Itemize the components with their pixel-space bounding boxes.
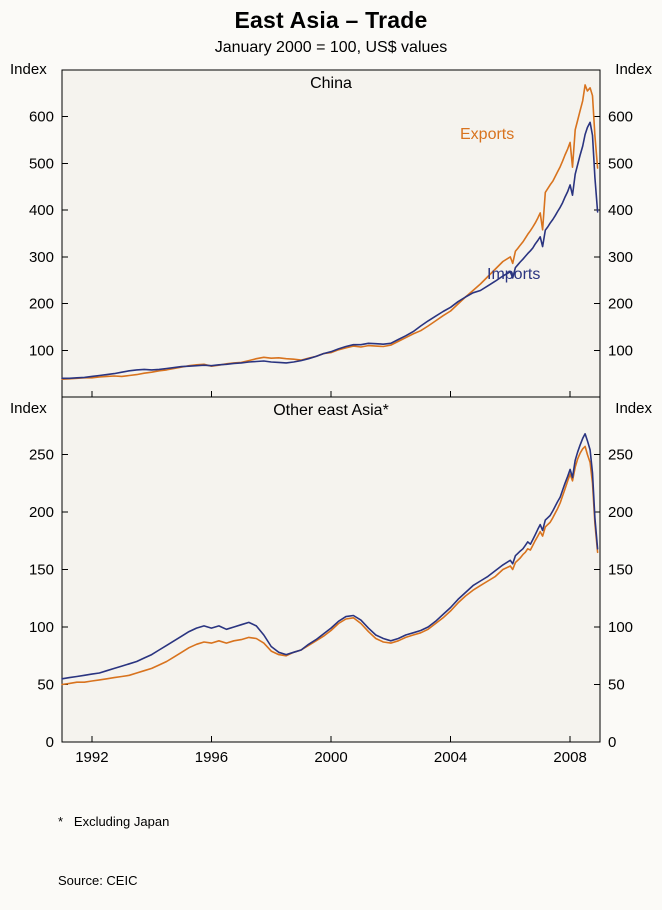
index-label-top-right: Index (615, 61, 652, 78)
y-tick-label: 400 (29, 202, 54, 219)
x-tick-label: 1996 (195, 749, 228, 766)
chart-panel-0 (61, 69, 601, 398)
y-tick-label: 150 (608, 562, 633, 579)
y-tick-label: 200 (29, 296, 54, 313)
y-tick-label: 50 (37, 677, 54, 694)
page-title: East Asia – Trade (234, 7, 428, 33)
y-tick-label: 500 (608, 155, 633, 172)
index-label-bottom-left: Index (10, 400, 47, 417)
panel1-imports-line (61, 432, 599, 680)
trade-chart: 100 100 200 200 300 300 400 400 500 500 600 600 0 0 50… (0, 59, 662, 771)
imports-label: Imports (487, 266, 541, 283)
y-tick-label: 300 (608, 249, 633, 266)
chart-canvas: 100 100 200 200 300 300 400 400 500 500 600 600 0 0 50… (29, 69, 633, 766)
y-tick-label: 0 (46, 734, 54, 751)
x-tick-label: 2000 (314, 749, 347, 766)
y-tick-label: 150 (29, 562, 54, 579)
y-tick-label: 300 (29, 249, 54, 266)
y-tick-label: 500 (29, 155, 54, 172)
y-tick-label: 250 (29, 447, 54, 464)
x-tick-label: 1992 (75, 749, 108, 766)
y-tick-label: 200 (608, 504, 633, 521)
y-tick-label: 100 (29, 619, 54, 636)
y-tick-label: 100 (608, 342, 633, 359)
y-tick-label: 600 (29, 109, 54, 126)
chart-panel-1 (61, 396, 601, 743)
y-tick-label: 100 (608, 619, 633, 636)
x-tick-label: 2004 (434, 749, 467, 766)
y-tick-label: 50 (608, 677, 625, 694)
footnote-source: Source: CEIC (58, 872, 138, 888)
page-subtitle: January 2000 = 100, US$ values (214, 39, 448, 56)
y-tick-label: 100 (29, 342, 54, 359)
panel-title-china: China (310, 75, 352, 92)
panel-title-other-east-asia: Other east Asia* (273, 402, 389, 419)
x-tick-label: 2008 (553, 749, 586, 766)
y-tick-label: 200 (29, 504, 54, 521)
y-tick-label: 600 (608, 109, 633, 126)
y-tick-label: 250 (608, 447, 633, 464)
chart-header: East Asia – Trade January 2000 = 100, US… (0, 0, 662, 57)
y-tick-label: 0 (608, 734, 616, 751)
y-tick-label: 400 (608, 202, 633, 219)
index-label-top-left: Index (10, 61, 47, 78)
panel0-imports-line (61, 121, 599, 380)
index-label-bottom-right: Index (615, 400, 652, 417)
y-tick-label: 200 (608, 296, 633, 313)
exports-label: Exports (460, 126, 515, 143)
footnotes: * Excluding Japan Source: CEIC (0, 771, 662, 910)
panel1-exports-line (61, 445, 599, 686)
